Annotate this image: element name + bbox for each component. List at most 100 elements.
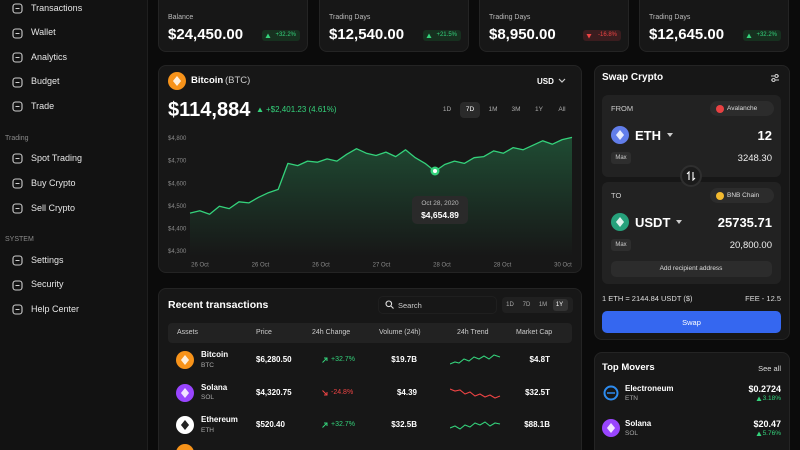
network-chip[interactable] (710, 188, 774, 203)
btc-icon-shape (172, 76, 182, 86)
stat-change: +32.2% (275, 32, 296, 38)
x-tick-label: 28 Oct (494, 263, 512, 269)
nav-item[interactable]: Wallet (31, 27, 56, 38)
change-arrow (322, 357, 328, 363)
range-button[interactable]: 1D (506, 301, 514, 308)
y-tick-label: $4,300 (168, 249, 187, 255)
sidebar (0, 0, 148, 450)
nav-item[interactable]: Help Center (31, 303, 80, 314)
x-tick-label: 28 Oct (433, 263, 451, 269)
up-arrow (426, 33, 432, 38)
token-chevron-shape (676, 220, 682, 224)
nav-icon-shape (12, 52, 23, 63)
token[interactable]: USDT (635, 214, 671, 230)
price-chart: $4,800 $4,700 $4,600 $4,500 $4,400 $4,300 26 O… (168, 136, 573, 269)
nav-icon-shape (12, 28, 23, 39)
asset-name: Ethereum (201, 415, 238, 424)
nav-item[interactable]: Budget (31, 76, 60, 87)
asset-name: Solana (201, 382, 228, 392)
nav-icon (12, 153, 23, 164)
mover-name: Solana (625, 419, 652, 428)
max[interactable]: Max (615, 241, 627, 248)
token[interactable]: ETH (635, 127, 661, 143)
token-icon (611, 213, 629, 231)
sparkline (450, 354, 501, 365)
column-header: Volume (24h) (379, 329, 421, 336)
column-header: Market Cap (516, 329, 553, 336)
x-tick-label: 30 Oct (554, 263, 572, 269)
asset-symbol: SOL (201, 394, 215, 401)
column-header: 24h Trend (457, 329, 489, 336)
price-line (189, 136, 573, 215)
network[interactable]: Avalanche (727, 104, 758, 112)
balance: 3248.30 (737, 153, 772, 164)
asset-market-cap: $88.1B (524, 420, 550, 429)
max-chip[interactable] (611, 152, 631, 164)
up-arrow-shape (756, 396, 762, 401)
swap-direction-icon-shape (686, 171, 690, 180)
nav-item[interactable]: Settings (31, 254, 64, 265)
nav-item[interactable]: Transactions (31, 2, 83, 13)
change-arrow-shape (322, 389, 328, 395)
range-button[interactable]: 1M (538, 301, 548, 308)
network[interactable]: BNB Chain (727, 191, 760, 199)
range-button[interactable]: 1D (442, 106, 452, 113)
range-button[interactable]: 1Y (535, 106, 543, 113)
nav-item[interactable]: Buy Crypto (31, 177, 76, 188)
swap-button[interactable] (602, 311, 781, 333)
nav-item[interactable]: Security (31, 279, 64, 289)
recipient-button[interactable] (611, 261, 772, 277)
search-placeholder[interactable]: Search (398, 300, 422, 310)
currency[interactable]: USD (537, 76, 554, 86)
nav-icon (12, 203, 23, 214)
range-button[interactable]: 7D (522, 301, 531, 308)
table-header (168, 323, 572, 343)
see-all[interactable]: See all (758, 363, 781, 373)
x-tick-label: 27 Oct (373, 263, 391, 269)
range-button[interactable]: 1Y (555, 301, 564, 308)
asset-name: Bitcoin (191, 75, 224, 86)
column-header: 24h Change (312, 329, 351, 336)
recipient[interactable]: Add recipient address (659, 265, 723, 272)
token-chevron (667, 133, 673, 137)
asset-volume: $32.5B (391, 420, 417, 429)
mover-price: $0.2724 (748, 383, 781, 394)
tooltip-date: Oct 28, 2020 (421, 199, 459, 207)
nav-item[interactable]: Sell Crypto (31, 202, 76, 213)
network-chip[interactable] (710, 101, 774, 116)
asset-volume: $19.7B (391, 355, 417, 364)
balance: 20,800.00 (729, 240, 772, 251)
swap-direction[interactable] (680, 165, 702, 187)
range-button[interactable]: 1M (488, 106, 498, 113)
nav-item[interactable]: Trade (31, 100, 55, 111)
sparkline (450, 421, 501, 430)
nav-icon-shape (12, 153, 23, 164)
asset-volume: $4.39 (396, 387, 417, 397)
max[interactable]: Max (615, 154, 627, 161)
nav-item[interactable]: Spot Trading (31, 152, 83, 163)
swap-button-label[interactable]: Swap (682, 317, 701, 327)
price-area (190, 137, 572, 256)
range-button[interactable]: All (558, 106, 566, 113)
range-button[interactable]: 3M (511, 106, 521, 113)
down-arrow (586, 33, 592, 38)
nav-item[interactable]: Analytics (31, 51, 68, 62)
asset-change: -24.8% (331, 388, 354, 396)
token-chevron-shape (667, 133, 673, 137)
asset-market-cap: $32.5T (525, 387, 550, 397)
fee: FEE - 12.5 (745, 293, 781, 303)
price: $114,884 (168, 99, 251, 121)
y-tick-label: $4,700 (168, 159, 187, 165)
max-chip[interactable] (611, 239, 631, 251)
stat-change: -16.8% (597, 32, 617, 38)
search-box[interactable] (378, 296, 497, 314)
mover-name: Electroneum (625, 384, 674, 393)
stat-value: $24,450.00 (168, 25, 244, 43)
range-active (460, 102, 480, 118)
asset-symbol: ETH (201, 426, 214, 434)
stat-card (639, 0, 789, 52)
column-header: Price (256, 329, 272, 336)
asset-change: +32.7% (331, 356, 355, 363)
rate: 1 ETH = 2144.84 USDT ($) (602, 293, 693, 303)
range-button[interactable]: 7D (465, 106, 475, 113)
